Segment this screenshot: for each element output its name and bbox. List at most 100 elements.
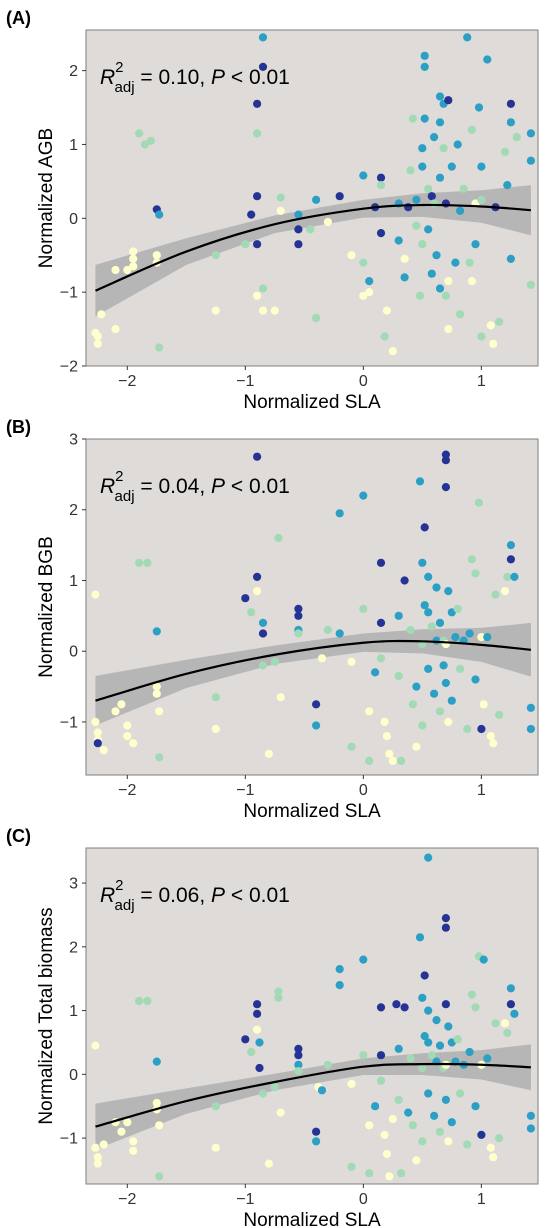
data-point: [306, 225, 315, 234]
data-point: [424, 1038, 433, 1047]
data-point: [427, 1051, 436, 1060]
data-point: [359, 955, 368, 964]
data-point: [471, 675, 480, 684]
data-point: [123, 265, 132, 275]
data-point: [135, 996, 144, 1006]
data-point: [258, 661, 268, 670]
plot-area: [85, 438, 539, 776]
data-point: [135, 129, 144, 138]
data-point: [347, 1079, 356, 1088]
panel-label: (A): [6, 8, 31, 28]
data-point: [312, 195, 321, 204]
data-point: [129, 739, 138, 748]
data-point: [394, 1095, 403, 1104]
data-point: [467, 277, 476, 286]
data-point: [152, 689, 161, 698]
data-point: [418, 993, 427, 1002]
x-tick-label: −1: [236, 1191, 254, 1208]
data-point: [510, 1009, 519, 1018]
y-tick-label: 3: [69, 876, 78, 893]
data-point: [359, 258, 368, 267]
data-point: [258, 62, 268, 71]
data-point: [453, 140, 462, 149]
fit-curve: [95, 1062, 531, 1128]
data-point: [388, 1114, 397, 1124]
data-point: [91, 590, 100, 599]
data-point: [441, 456, 450, 465]
data-point: [435, 707, 445, 716]
data-point: [99, 1140, 108, 1149]
data-point: [506, 555, 515, 564]
data-point: [415, 933, 425, 942]
x-axis-label: Normalized SLA: [243, 801, 381, 818]
data-point: [270, 306, 279, 315]
data-point: [441, 483, 450, 492]
data-point: [477, 162, 486, 171]
data-point: [456, 206, 465, 215]
data-point: [365, 277, 374, 286]
data-point: [467, 125, 476, 134]
data-point: [392, 1000, 401, 1009]
data-point: [253, 99, 262, 108]
data-point: [506, 118, 515, 127]
data-point: [418, 240, 427, 249]
data-point: [453, 604, 462, 613]
data-point: [432, 583, 441, 592]
data-point: [444, 717, 453, 726]
data-point: [500, 1019, 510, 1028]
data-point: [526, 156, 536, 165]
data-point: [335, 965, 344, 974]
data-point: [477, 724, 486, 734]
data-point: [258, 618, 268, 627]
x-axis-label: Normalized SLA: [243, 392, 381, 409]
data-point: [211, 1143, 220, 1152]
data-point: [255, 1063, 264, 1073]
data-point: [380, 717, 389, 726]
data-point: [270, 1083, 279, 1092]
data-point: [123, 1118, 132, 1127]
data-point: [294, 1060, 303, 1069]
data-point: [258, 306, 268, 315]
data-point: [93, 339, 102, 348]
data-point: [506, 1000, 515, 1009]
data-point: [444, 277, 453, 286]
y-axis-label: Normalized Total biomass: [36, 907, 57, 1124]
data-point: [444, 587, 453, 596]
data-point: [258, 1089, 268, 1098]
scatter-plot-c: (C) −2 −1 0 1 −1 0 1 2 3 Normalized SLA Normalized …: [6, 826, 539, 1228]
y-tick-label: 1: [69, 1003, 78, 1020]
data-point: [347, 657, 356, 666]
data-point: [385, 749, 394, 758]
data-point: [483, 55, 492, 64]
fit-curve: [95, 203, 532, 292]
data-point: [371, 668, 380, 677]
data-point: [359, 291, 368, 300]
y-axis-label: Normalized AGB: [36, 128, 57, 268]
data-point: [503, 181, 512, 190]
data-point: [365, 288, 374, 297]
data-point: [495, 1134, 504, 1143]
data-point: [359, 491, 368, 500]
data-point: [111, 707, 120, 716]
data-point: [93, 332, 102, 341]
data-point: [376, 1076, 386, 1085]
data-point: [491, 590, 500, 599]
data-point: [91, 1041, 100, 1050]
data-point: [155, 753, 164, 762]
data-point: [258, 629, 268, 638]
data-point: [99, 746, 108, 755]
data-point: [335, 192, 344, 201]
data-point: [427, 192, 436, 201]
data-point: [489, 1153, 498, 1162]
data-point: [456, 310, 465, 319]
data-point: [447, 162, 456, 171]
y-tick-label: 0: [69, 211, 78, 228]
data-point: [376, 1051, 386, 1060]
data-point: [394, 1044, 403, 1053]
data-point: [253, 129, 262, 138]
data-point: [335, 629, 344, 638]
data-point: [247, 608, 256, 617]
data-point: [406, 625, 415, 635]
data-point: [152, 251, 161, 260]
data-point: [420, 601, 429, 610]
